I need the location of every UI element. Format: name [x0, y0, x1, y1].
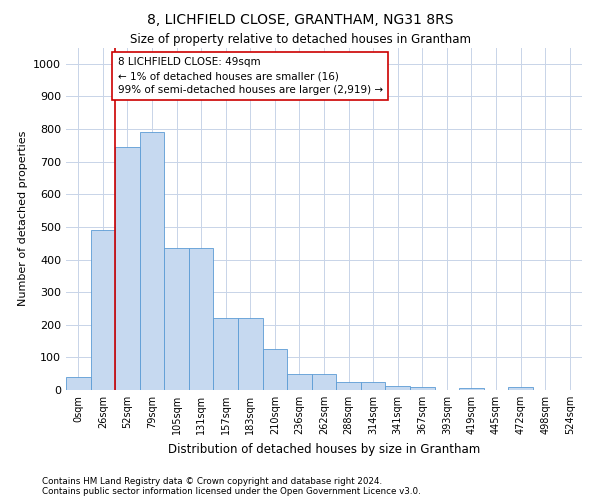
Bar	[287, 374, 312, 390]
Y-axis label: Number of detached properties: Number of detached properties	[17, 131, 28, 306]
Bar	[214, 318, 238, 390]
Bar	[140, 132, 164, 390]
Bar	[385, 386, 410, 390]
Bar	[164, 248, 189, 390]
Text: Contains HM Land Registry data © Crown copyright and database right 2024.: Contains HM Land Registry data © Crown c…	[42, 478, 382, 486]
Text: 8 LICHFIELD CLOSE: 49sqm
← 1% of detached houses are smaller (16)
99% of semi-de: 8 LICHFIELD CLOSE: 49sqm ← 1% of detache…	[118, 58, 383, 96]
Bar	[189, 248, 214, 390]
Bar	[336, 382, 361, 390]
Text: Contains public sector information licensed under the Open Government Licence v3: Contains public sector information licen…	[42, 487, 421, 496]
Bar	[410, 386, 434, 390]
Bar	[508, 386, 533, 390]
Bar	[91, 230, 115, 390]
Bar	[312, 374, 336, 390]
Bar	[66, 377, 91, 390]
Bar	[459, 388, 484, 390]
Bar	[361, 382, 385, 390]
Text: 8, LICHFIELD CLOSE, GRANTHAM, NG31 8RS: 8, LICHFIELD CLOSE, GRANTHAM, NG31 8RS	[147, 12, 453, 26]
Bar	[115, 147, 140, 390]
Text: Size of property relative to detached houses in Grantham: Size of property relative to detached ho…	[130, 32, 470, 46]
Bar	[263, 349, 287, 390]
Bar	[238, 318, 263, 390]
X-axis label: Distribution of detached houses by size in Grantham: Distribution of detached houses by size …	[168, 442, 480, 456]
